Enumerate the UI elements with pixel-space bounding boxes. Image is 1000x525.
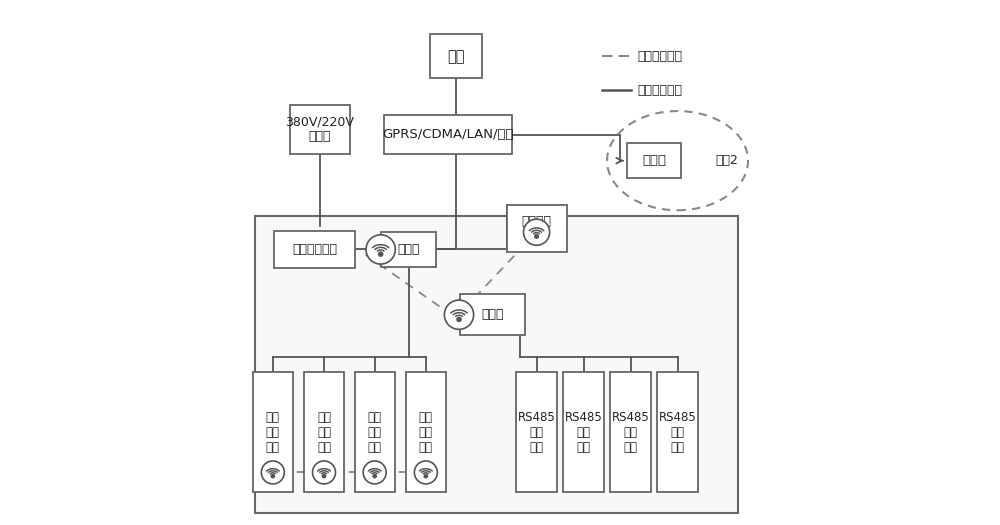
Text: 单相智能
电表: 单相智能 电表 bbox=[522, 215, 552, 243]
Text: RS485
智能
电表: RS485 智能 电表 bbox=[518, 411, 555, 454]
Text: 集中器: 集中器 bbox=[642, 154, 666, 167]
Text: 载波通信网络: 载波通信网络 bbox=[637, 83, 682, 97]
Bar bbox=[507, 205, 567, 252]
Circle shape bbox=[524, 219, 550, 245]
Circle shape bbox=[414, 461, 437, 484]
Bar bbox=[304, 372, 344, 492]
Bar bbox=[255, 215, 738, 513]
Text: 台区2: 台区2 bbox=[716, 154, 739, 167]
Circle shape bbox=[379, 252, 383, 256]
Bar bbox=[516, 372, 557, 492]
Circle shape bbox=[373, 475, 376, 478]
Circle shape bbox=[261, 461, 284, 484]
Text: 单相
智能
电表: 单相 智能 电表 bbox=[317, 411, 331, 454]
Bar bbox=[406, 372, 446, 492]
Text: 无线通信网络: 无线通信网络 bbox=[637, 50, 682, 62]
Bar bbox=[384, 115, 512, 154]
Text: 采集器: 采集器 bbox=[481, 308, 503, 321]
Circle shape bbox=[444, 300, 474, 329]
Text: 主站: 主站 bbox=[447, 49, 464, 64]
Text: 三相
智能
电表: 三相 智能 电表 bbox=[266, 411, 280, 454]
Circle shape bbox=[271, 475, 274, 478]
Bar bbox=[430, 34, 482, 78]
Bar bbox=[381, 232, 436, 267]
Bar bbox=[610, 372, 651, 492]
Bar bbox=[290, 104, 350, 154]
Text: 380V/220V
变压器: 380V/220V 变压器 bbox=[285, 116, 354, 143]
Bar bbox=[355, 372, 395, 492]
Text: RS485
智能
电表: RS485 智能 电表 bbox=[659, 411, 696, 454]
Circle shape bbox=[535, 235, 538, 238]
Bar bbox=[627, 143, 681, 178]
Bar bbox=[460, 295, 525, 335]
Text: 集中器: 集中器 bbox=[397, 243, 420, 256]
Circle shape bbox=[363, 461, 386, 484]
Text: 单相
智能
电表: 单相 智能 电表 bbox=[419, 411, 433, 454]
Text: 单相
智能
电表: 单相 智能 电表 bbox=[368, 411, 382, 454]
Text: RS485
智能
电表: RS485 智能 电表 bbox=[612, 411, 649, 454]
Circle shape bbox=[424, 475, 427, 478]
Bar bbox=[563, 372, 604, 492]
Text: 台区考核总表: 台区考核总表 bbox=[292, 243, 337, 256]
Circle shape bbox=[313, 461, 336, 484]
Bar bbox=[253, 372, 293, 492]
Bar bbox=[274, 231, 355, 268]
Circle shape bbox=[457, 317, 461, 321]
Text: GPRS/CDMA/LAN/光线: GPRS/CDMA/LAN/光线 bbox=[382, 128, 514, 141]
Bar bbox=[657, 372, 698, 492]
Circle shape bbox=[366, 235, 395, 264]
Circle shape bbox=[322, 475, 326, 478]
Text: RS485
智能
电表: RS485 智能 电表 bbox=[565, 411, 602, 454]
